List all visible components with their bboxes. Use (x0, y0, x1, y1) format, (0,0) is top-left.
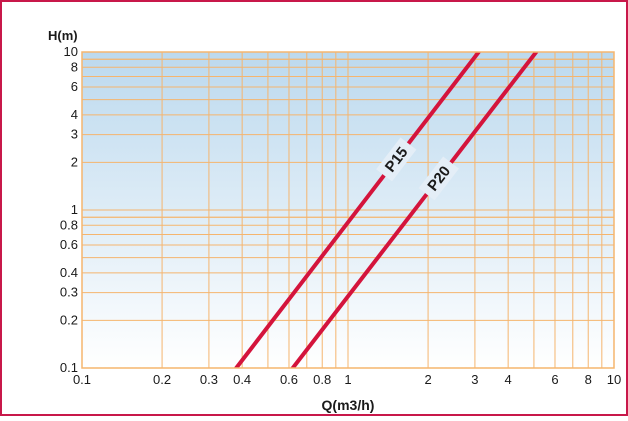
y-tick-label: 0.6 (60, 237, 78, 252)
y-tick-label: 2 (71, 154, 78, 169)
x-tick-label: 1 (344, 372, 351, 387)
y-tick-label: 0.1 (60, 360, 78, 375)
x-tick-label: 6 (551, 372, 558, 387)
x-tick-label: 2 (424, 372, 431, 387)
series-label-gap (376, 137, 417, 182)
y-tick-label: 6 (71, 79, 78, 94)
x-tick-label: 8 (585, 372, 592, 387)
y-tick-label: 0.3 (60, 285, 78, 300)
x-tick-label: 0.1 (73, 372, 91, 387)
y-tick-label: 3 (71, 127, 78, 142)
x-axis-title: Q(m3/h) (322, 397, 375, 413)
y-axis-title: H(m) (48, 28, 78, 43)
x-tick-label: 10 (607, 372, 621, 387)
series-line-p15 (234, 52, 481, 368)
x-tick-label: 0.2 (153, 372, 171, 387)
series-label-gap (418, 156, 459, 201)
series-lines (234, 52, 539, 368)
grid-lines (81, 51, 615, 369)
y-tick-label: 0.4 (60, 265, 78, 280)
y-tick-label: 10 (64, 44, 78, 59)
x-tick-label: 3 (471, 372, 478, 387)
y-tick-label: 0.8 (60, 217, 78, 232)
tick-labels: 0.1 0.2 0.3 0.4 0.6 0.8 1 2 3 4 6 8 100.10.20.30.40.… (60, 44, 621, 387)
x-tick-label: 0.6 (280, 372, 298, 387)
y-tick-label: 0.2 (60, 312, 78, 327)
x-tick-label: 0.4 (233, 372, 251, 387)
series-line-p20 (290, 52, 539, 368)
y-tick-label: 4 (71, 107, 78, 122)
y-tick-label: 1 (71, 202, 78, 217)
x-tick-label: 0.8 (313, 372, 331, 387)
x-tick-label: 4 (505, 372, 512, 387)
y-tick-label: 8 (71, 59, 78, 74)
x-tick-label: 0.3 (200, 372, 218, 387)
plot-border (81, 51, 615, 369)
